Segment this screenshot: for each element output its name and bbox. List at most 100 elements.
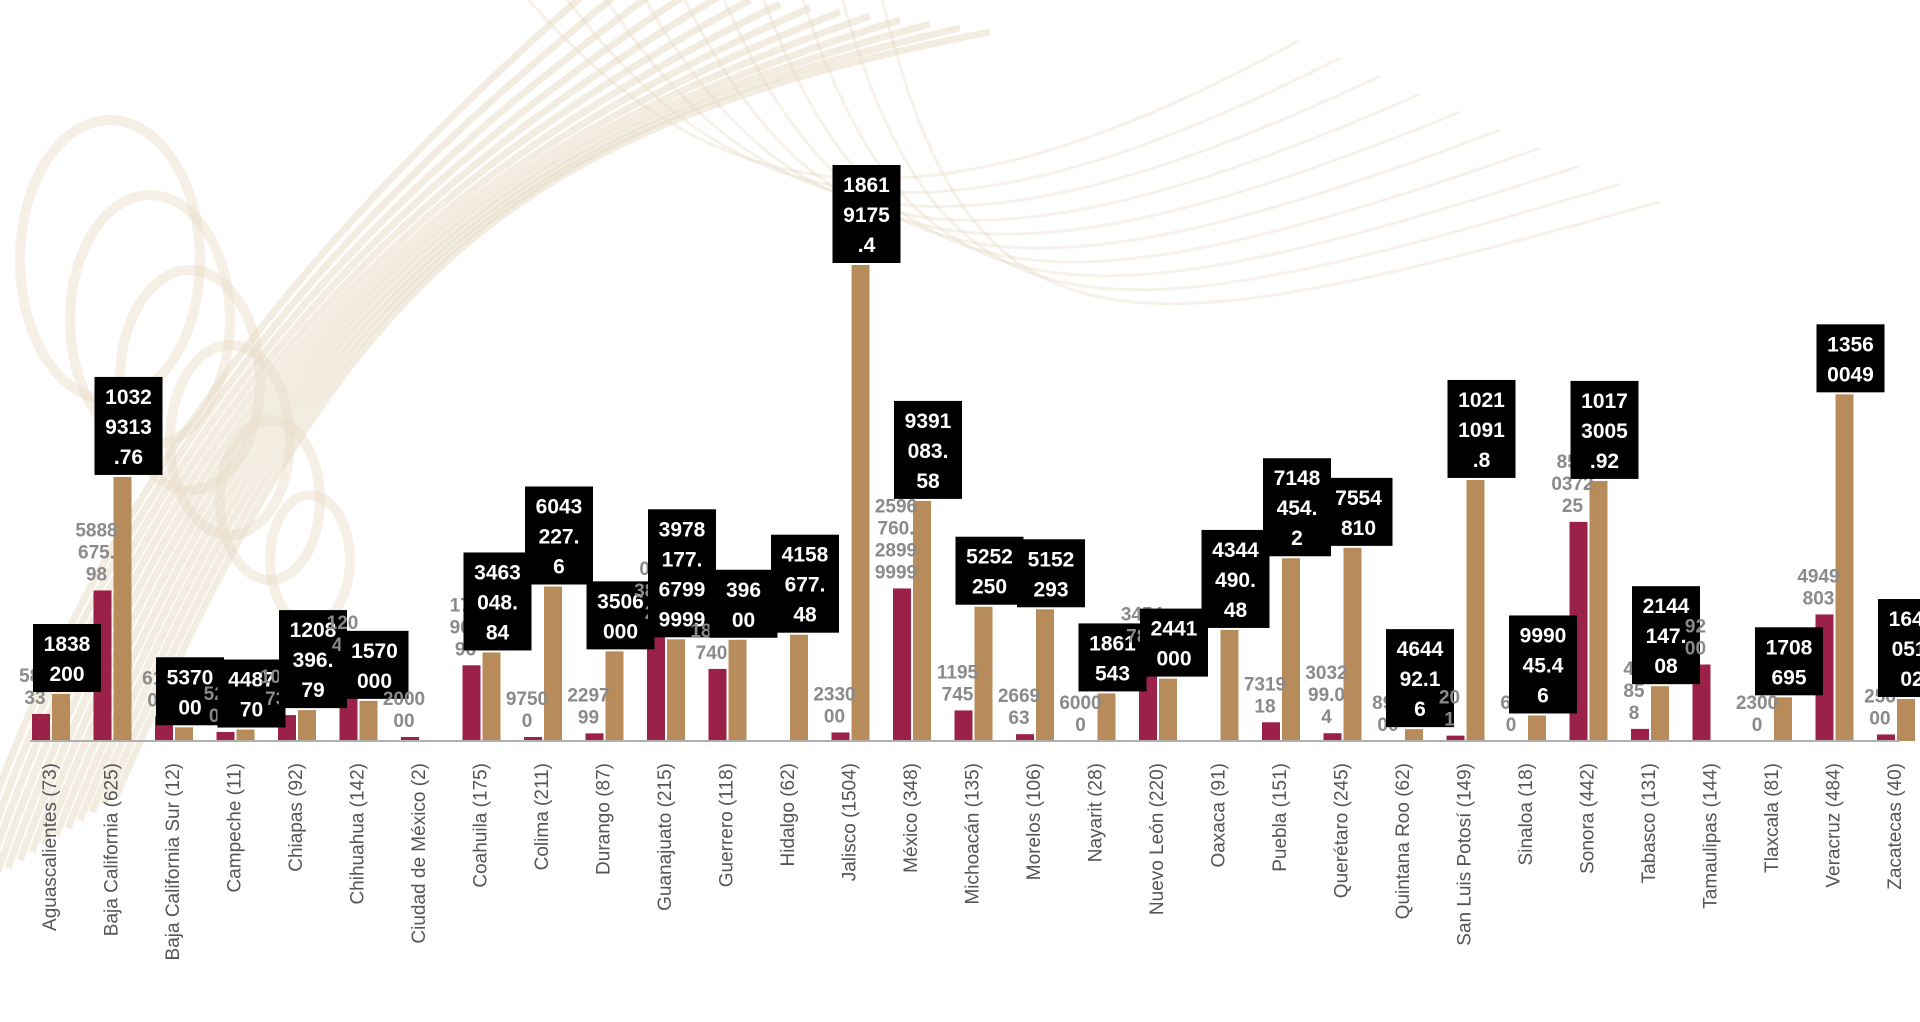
category-label: Hidalgo (62) [778,763,799,867]
callout-box [1140,608,1208,677]
bar-series-a [524,737,542,741]
bar-series-b [1528,715,1546,741]
data-label: 4644 92.1 6 [1397,638,1444,721]
category-label: Quintana Roo (62) [1393,763,1414,919]
data-label: 6043 227. 6 [536,496,583,579]
data-label: 2297 99 [567,685,609,728]
bar-series-b [1651,686,1669,741]
data-label: 2300 0 [1736,693,1778,736]
bar-series-a [32,713,50,741]
callout-box [1263,458,1331,557]
callout-label: 1356 0049 [1816,324,1885,393]
callout-box [156,657,224,726]
bar-series-a [1323,733,1342,741]
callout-label: 4644 92.1 6 [1386,629,1454,728]
category-labels-layer: Aguascalientes (73) Baja California (625)… [40,763,1906,960]
data-label: 3032 99.0 4 [1305,663,1347,728]
data-label: 7319 18 [1244,674,1286,717]
bar-series-b [236,729,255,741]
callout-label: 7554 810 [1324,477,1393,546]
data-label: 4949 803 [1797,566,1839,609]
bar-series-a [708,668,727,741]
bar-series-a [647,628,665,741]
watermark-curve [88,20,931,814]
category-label: Aguascalientes (73) [40,763,61,931]
bar-series-b [1343,547,1362,741]
data-label: 4487 70 [228,669,275,722]
data-label: 92 00 [1685,617,1706,660]
category-label: Ciudad de México (2) [409,763,430,944]
bar-series-b [544,586,562,741]
watermark-curve [762,0,1541,264]
category-label: Sinaloa (18) [1516,763,1537,865]
bar-series-a [954,710,973,741]
bar-series-b [1097,693,1116,741]
callout-label: 3978 177. 6799 9999 [648,509,716,638]
category-label: Tabasco (131) [1639,763,1660,883]
callout-box [1570,380,1639,479]
bar-series-b [1897,699,1915,741]
callout-label: 9391 083. 58 [894,400,962,499]
data-labels-layer: 5803318382005888675.9810329313.766150053… [19,165,1920,736]
callout-box [33,624,101,693]
callout-label: 7148 454. 2 [1263,458,1331,557]
callout-label: 4487 70 [217,659,286,728]
data-label: 5888 675. 98 [75,520,117,585]
bar-series-a [1877,734,1895,741]
watermark-curve [4,0,721,870]
bar-series-b [1466,479,1485,741]
callout-label: 2441 000 [1140,608,1208,677]
data-label: 9750 0 [506,689,548,732]
category-label: Zacatecas (40) [1885,763,1906,890]
bar-series-b [359,700,378,741]
watermark-curve [215,415,325,585]
data-label: 7148 454. 2 [1274,467,1321,550]
watermark-curve [880,0,1661,306]
data-label: 2330 00 [813,684,855,727]
bar-series-a [831,732,850,741]
watermark-curve [801,0,1581,278]
category-label: Guanajuato (215) [655,763,676,911]
callout-label: 4158 677. 48 [771,534,839,633]
category-label: Campeche (11) [225,763,246,893]
category-label: Chihuahua (142) [348,763,369,905]
bar-series-b [1589,480,1608,741]
data-label: 5152 293 [1028,548,1075,601]
data-label: 4344 490. 48 [1212,539,1259,622]
callout-label: 5252 250 [955,536,1024,605]
callout-box [771,534,839,633]
category-label: Nayarit (28) [1086,763,1107,862]
category-label: Baja California Sur (12) [163,763,184,960]
data-label: 1032 9313.76 [105,386,152,469]
watermark-curve [52,8,842,838]
callout-box [955,536,1024,605]
bar-series-b [1220,629,1239,741]
watermark-curve [64,12,872,830]
category-label: Querétaro (245) [1332,763,1353,898]
bar-series-b [52,694,70,741]
data-label: 1356 0049 [1827,333,1874,386]
watermark-curve [100,24,961,806]
data-label: 3978 177. 6799 9999 [659,518,706,631]
callout-label: 1642051.02 [1878,599,1920,698]
bar-series-b [605,651,624,741]
data-label: 3506 000 [597,590,644,643]
callout-label: 1570 000 [340,630,409,699]
data-label: 1208 396. 79 [290,619,337,702]
bar-series-b [790,634,808,741]
data-label: 4158 677. 48 [782,544,829,627]
category-label: Tamaulipas (144) [1701,763,1722,909]
category-label: Veracruz (484) [1824,763,1845,888]
callout-box [1447,379,1516,478]
watermark-curve [0,0,583,796]
data-label: 1708 695 [1766,636,1813,689]
data-label: 396 00 [726,579,761,632]
watermark-curve [841,0,1621,292]
category-label: Tlaxcala (81) [1762,763,1783,873]
category-label: Guerrero (118) [717,763,738,887]
callout-box [1816,324,1885,393]
data-label: 1861 9175.4 [843,174,890,257]
callout-label: 5152 293 [1017,539,1085,608]
